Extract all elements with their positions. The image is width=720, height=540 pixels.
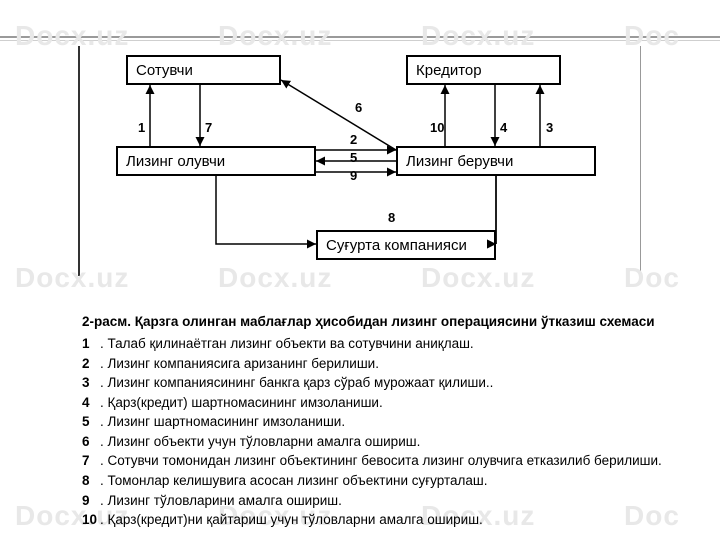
top-band — [0, 0, 720, 38]
legend-item: 2. Лизинг компаниясига аризанинг берилиш… — [82, 354, 662, 374]
node-lessor-label: Лизинг берувчи — [406, 153, 513, 170]
legend-item-number: 8 — [82, 471, 100, 491]
edge-label-8: 8 — [388, 210, 395, 225]
legend-list: 1. Талаб қилинаётган лизинг объекти ва с… — [82, 334, 662, 530]
legend-item: 6. Лизинг объекти учун тўловларни амалга… — [82, 432, 662, 452]
watermark: Docx.uz — [218, 262, 332, 294]
edge-label-3: 3 — [546, 120, 553, 135]
node-creditor-label: Кредитор — [416, 62, 482, 79]
legend-item-text: . Томонлар келишувига асосан лизинг объе… — [100, 473, 487, 488]
legend-item: 4. Қарз(кредит) шартномасининг имзоланиш… — [82, 393, 662, 413]
frame-line-right — [640, 46, 641, 276]
legend-item-number: 6 — [82, 432, 100, 452]
edge-label-1: 1 — [138, 120, 145, 135]
legend-item: 7. Сотувчи томонидан лизинг объектининг … — [82, 451, 662, 471]
edge-label-10: 10 — [430, 120, 444, 135]
legend-item-text: . Талаб қилинаётган лизинг объекти ва со… — [100, 336, 474, 351]
legend-item-text: . Лизинг шартномасининг имзоланиши. — [100, 414, 345, 429]
node-seller-label: Сотувчи — [136, 62, 193, 79]
legend-item-text: . Лизинг компаниясига аризанинг берилиши… — [100, 356, 379, 371]
edge-label-9: 9 — [350, 168, 357, 183]
legend-item: 3. Лизинг компаниясининг банкга қарз сўр… — [82, 373, 662, 393]
legend-item-text: . Лизинг тўловларини амалга ошириш. — [100, 493, 342, 508]
edge-label-6: 6 — [355, 100, 362, 115]
legend-item-text: . Сотувчи томонидан лизинг объектининг б… — [100, 453, 662, 468]
legend-item-number: 3 — [82, 373, 100, 393]
legend-item-number: 7 — [82, 451, 100, 471]
node-lessee-label: Лизинг олувчи — [126, 153, 225, 170]
node-creditor: Кредитор — [406, 55, 561, 85]
legend-item-text: . Қарз(кредит) шартномасининг имзоланиши… — [100, 395, 383, 410]
edge-label-5: 5 — [350, 150, 357, 165]
legend-item-number: 9 — [82, 491, 100, 511]
legend-item-number: 10 — [82, 510, 100, 530]
legend-item-text: . Лизинг объекти учун тўловларни амалга … — [100, 434, 420, 449]
legend-item-number: 2 — [82, 354, 100, 374]
watermark: Docx.uz — [421, 262, 535, 294]
node-lessee: Лизинг олувчи — [116, 146, 316, 176]
legend-item-number: 5 — [82, 412, 100, 432]
node-seller: Сотувчи — [126, 55, 281, 85]
legend-item-number: 4 — [82, 393, 100, 413]
edge-label-7: 7 — [205, 120, 212, 135]
figure-caption: 2-расм. Қарзга олинган маблағлар ҳисобид… — [82, 314, 655, 329]
node-lessor: Лизинг берувчи — [396, 146, 596, 176]
legend-item: 5. Лизинг шартномасининг имзоланиши. — [82, 412, 662, 432]
node-insurer-label: Суғурта компанияси — [326, 237, 467, 254]
edge-label-2: 2 — [350, 132, 357, 147]
watermark: Doc — [624, 262, 680, 294]
node-insurer: Суғурта компанияси — [316, 230, 496, 260]
legend-item: 10. Қарз(кредит)ни қайтариш учун тўловла… — [82, 510, 662, 530]
legend-item: 8. Томонлар келишувига асосан лизинг объ… — [82, 471, 662, 491]
legend-item-number: 1 — [82, 334, 100, 354]
legend-item: 9. Лизинг тўловларини амалга ошириш. — [82, 491, 662, 511]
legend-item-text: . Лизинг компаниясининг банкга қарз сўра… — [100, 375, 493, 390]
legend-item: 1. Талаб қилинаётган лизинг объекти ва с… — [82, 334, 662, 354]
watermark: Docx.uz — [15, 262, 129, 294]
edge-label-4: 4 — [500, 120, 507, 135]
legend-item-text: . Қарз(кредит)ни қайтариш учун тўловларн… — [100, 512, 483, 527]
frame-line-left — [78, 46, 80, 276]
